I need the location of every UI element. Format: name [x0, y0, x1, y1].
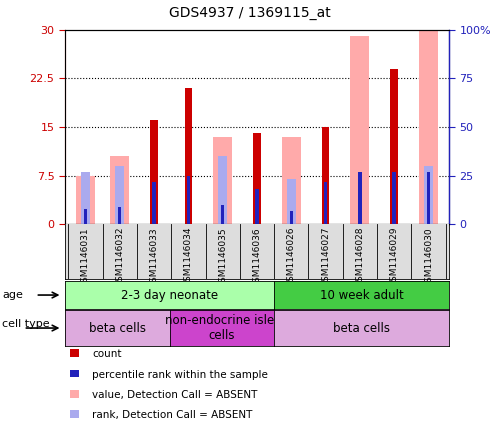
Text: rank, Detection Call = ABSENT: rank, Detection Call = ABSENT: [92, 410, 252, 420]
Text: cell type: cell type: [2, 319, 50, 330]
Bar: [221, 205, 225, 224]
Bar: [253, 133, 261, 224]
Bar: [390, 69, 398, 224]
Text: 10 week adult: 10 week adult: [320, 288, 404, 302]
Bar: [358, 172, 362, 224]
Text: age: age: [2, 290, 23, 300]
Text: beta cells: beta cells: [333, 321, 390, 335]
Bar: [419, 30, 438, 224]
Bar: [324, 182, 327, 224]
Bar: [115, 166, 124, 224]
Text: GSM1146033: GSM1146033: [150, 227, 159, 288]
Bar: [76, 176, 95, 224]
Text: 2-3 day neonate: 2-3 day neonate: [121, 288, 218, 302]
Text: GSM1146027: GSM1146027: [321, 227, 330, 288]
Bar: [150, 121, 158, 224]
Text: GSM1146035: GSM1146035: [218, 227, 227, 288]
Text: GSM1146032: GSM1146032: [115, 227, 124, 288]
Text: GSM1146028: GSM1146028: [355, 227, 364, 288]
Text: GSM1146030: GSM1146030: [424, 227, 433, 288]
Bar: [393, 173, 396, 224]
Text: GSM1146036: GSM1146036: [252, 227, 261, 288]
Bar: [219, 156, 227, 224]
Bar: [84, 209, 87, 224]
Bar: [282, 137, 301, 224]
Text: percentile rank within the sample: percentile rank within the sample: [92, 370, 268, 380]
Text: count: count: [92, 349, 122, 360]
Text: value, Detection Call = ABSENT: value, Detection Call = ABSENT: [92, 390, 257, 400]
Text: GSM1146026: GSM1146026: [287, 227, 296, 288]
Text: GDS4937 / 1369115_at: GDS4937 / 1369115_at: [169, 6, 330, 20]
Bar: [213, 137, 232, 224]
Text: GSM1146031: GSM1146031: [81, 227, 90, 288]
Bar: [152, 182, 156, 224]
Bar: [350, 36, 369, 224]
Bar: [424, 166, 433, 224]
Bar: [287, 179, 295, 224]
Text: beta cells: beta cells: [89, 321, 146, 335]
Bar: [81, 172, 90, 224]
Bar: [289, 211, 293, 224]
Bar: [427, 172, 430, 224]
Bar: [110, 156, 129, 224]
Text: non-endocrine islet
cells: non-endocrine islet cells: [165, 314, 279, 342]
Bar: [187, 176, 190, 224]
Bar: [255, 189, 258, 224]
Bar: [185, 88, 192, 224]
Text: GSM1146029: GSM1146029: [390, 227, 399, 288]
Bar: [322, 127, 329, 224]
Text: GSM1146034: GSM1146034: [184, 227, 193, 288]
Bar: [393, 172, 396, 224]
Bar: [118, 207, 121, 224]
